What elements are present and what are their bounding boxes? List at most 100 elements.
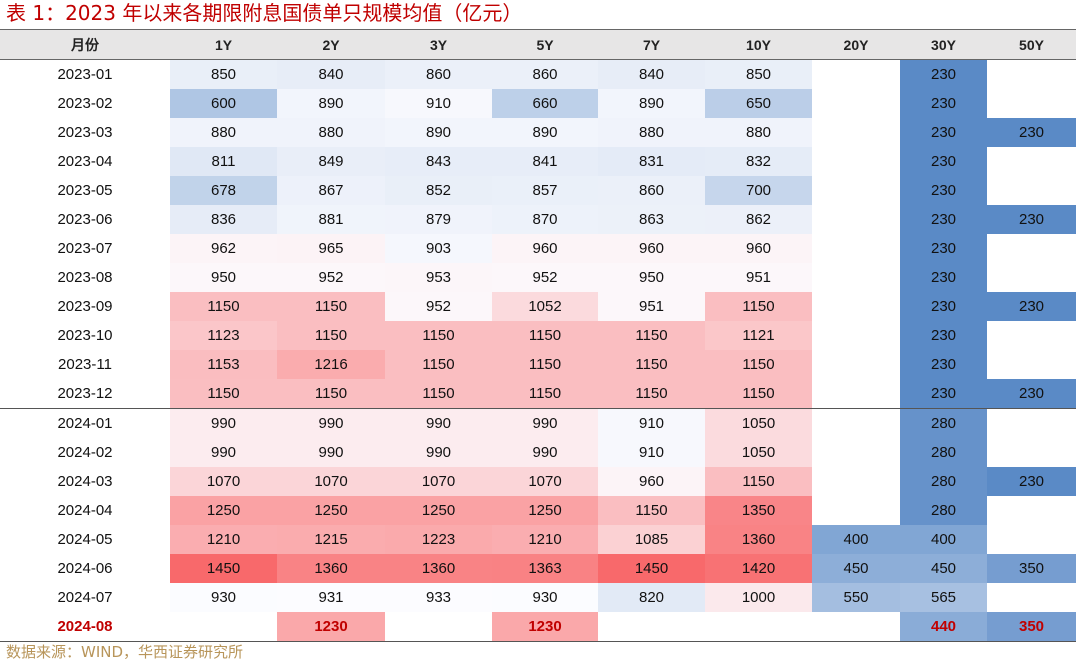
value-cell-10Y: 1350 — [705, 496, 812, 525]
table-row: 2023-12 1150 1150 1150 1150 1150 1150 230 230 — [0, 379, 1076, 409]
value-cell-30Y: 440 — [900, 612, 987, 642]
value-cell-10Y: 1420 — [705, 554, 812, 583]
value-cell-3Y: 890 — [385, 118, 492, 147]
value-cell-5Y: 1230 — [492, 612, 598, 642]
value-cell-30Y: 450 — [900, 554, 987, 583]
table-row: 2023-07 962 965 903 960 960 960 230 — [0, 234, 1076, 263]
value-cell-3Y: 910 — [385, 89, 492, 118]
value-cell-1Y: 1153 — [170, 350, 277, 379]
month-cell: 2023-12 — [57, 385, 113, 402]
table-row: 2023-06 836 881 879 870 863 862 230 230 — [0, 205, 1076, 234]
value-cell-50Y: 230 — [987, 205, 1076, 234]
value-cell-30Y: 565 — [900, 583, 987, 612]
value-cell-50Y — [987, 176, 1076, 205]
value-cell-2Y: 1216 — [277, 350, 385, 379]
value-cell-3Y: 1150 — [385, 379, 492, 409]
value-cell-1Y: 600 — [170, 89, 277, 118]
month-cell: 2023-10 — [57, 327, 113, 344]
value-cell-10Y: 862 — [705, 205, 812, 234]
source-note: 数据来源：WIND，华西证券研究所 — [6, 643, 244, 661]
value-cell-30Y: 230 — [900, 234, 987, 263]
value-cell-20Y: 450 — [812, 554, 900, 583]
value-cell-1Y: 1150 — [170, 292, 277, 321]
table-row: 2024-02 990 990 990 990 910 1050 280 — [0, 438, 1076, 467]
value-cell-1Y: 678 — [170, 176, 277, 205]
value-cell-1Y: 930 — [170, 583, 277, 612]
header-5Y: 5Y — [492, 29, 598, 60]
month-cell: 2023-08 — [57, 269, 113, 286]
value-cell-50Y — [987, 60, 1076, 90]
value-cell-1Y: 1070 — [170, 467, 277, 496]
value-cell-2Y: 1070 — [277, 467, 385, 496]
month-cell: 2023-03 — [57, 124, 113, 141]
table-row: 2023-10 1123 1150 1150 1150 1150 1121 230 — [0, 321, 1076, 350]
value-cell-30Y: 230 — [900, 205, 987, 234]
value-cell-2Y: 1230 — [277, 612, 385, 642]
month-cell: 2023-02 — [57, 95, 113, 112]
month-cell: 2023-11 — [58, 356, 112, 373]
month-cell: 2024-08 — [0, 612, 170, 642]
heatmap-table: 月份 1Y 2Y 3Y 5Y 7Y 10Y 20Y 30Y 50Y 2023-01 850 840 86… — [0, 29, 1076, 642]
value-cell-7Y: 960 — [598, 234, 705, 263]
table-row: 2024-08 1230 1230 440 350 — [0, 612, 1076, 642]
value-cell-7Y: 950 — [598, 263, 705, 292]
value-cell-3Y: 1250 — [385, 496, 492, 525]
value-cell-7Y — [598, 612, 705, 642]
value-cell-5Y: 1150 — [492, 350, 598, 379]
value-cell-7Y: 1085 — [598, 525, 705, 554]
table-row: 2023-03 880 880 890 890 880 880 230 230 — [0, 118, 1076, 147]
header-1Y: 1Y — [170, 29, 277, 60]
value-cell-2Y: 1150 — [277, 379, 385, 409]
value-cell-3Y: 1070 — [385, 467, 492, 496]
value-cell-20Y — [812, 496, 900, 525]
value-cell-1Y: 990 — [170, 438, 277, 467]
value-cell-2Y: 840 — [277, 59, 385, 89]
value-cell-20Y — [812, 118, 900, 147]
value-cell-50Y — [987, 350, 1076, 379]
value-cell-7Y: 951 — [598, 292, 705, 321]
month-cell: 2024-06 — [57, 560, 113, 577]
value-cell-20Y — [812, 263, 900, 292]
month-cell: 2023-05 — [57, 182, 113, 199]
value-cell-1Y: 1210 — [170, 525, 277, 554]
value-cell-30Y: 230 — [900, 263, 987, 292]
value-cell-3Y: 879 — [385, 205, 492, 234]
value-cell-30Y: 280 — [900, 408, 987, 438]
value-cell-7Y: 1450 — [598, 554, 705, 583]
month-cell: 2023-07 — [57, 240, 113, 257]
value-cell-50Y: 230 — [987, 379, 1076, 409]
table-row: 2023-05 678 867 852 857 860 700 230 — [0, 176, 1076, 205]
value-cell-30Y: 280 — [900, 438, 987, 467]
value-cell-30Y: 230 — [900, 379, 987, 409]
value-cell-5Y: 857 — [492, 176, 598, 205]
value-cell-2Y: 952 — [277, 263, 385, 292]
month-cell: 2024-02 — [57, 444, 113, 461]
value-cell-50Y — [987, 321, 1076, 350]
value-cell-7Y: 863 — [598, 205, 705, 234]
value-cell-2Y: 1150 — [277, 321, 385, 350]
value-cell-30Y: 280 — [900, 496, 987, 525]
table-row: 2024-03 1070 1070 1070 1070 960 1150 280 230 — [0, 467, 1076, 496]
value-cell-7Y: 831 — [598, 147, 705, 176]
value-cell-30Y: 230 — [900, 176, 987, 205]
value-cell-50Y — [987, 408, 1076, 438]
value-cell-2Y: 1360 — [277, 554, 385, 583]
value-cell-10Y: 700 — [705, 176, 812, 205]
value-cell-50Y: 230 — [987, 118, 1076, 147]
value-cell-7Y: 910 — [598, 408, 705, 438]
header-7Y: 7Y — [598, 29, 705, 60]
table-row: 2023-08 950 952 953 952 950 951 230 — [0, 263, 1076, 292]
value-cell-5Y: 1250 — [492, 496, 598, 525]
table-row: 2023-11 1153 1216 1150 1150 1150 1150 230 — [0, 350, 1076, 379]
value-cell-30Y: 280 — [900, 467, 987, 496]
table-row: 2023-04 811 849 843 841 831 832 230 — [0, 147, 1076, 176]
value-cell-3Y: 860 — [385, 59, 492, 89]
header-30Y: 30Y — [900, 29, 987, 60]
value-cell-20Y — [812, 89, 900, 118]
value-cell-10Y: 1150 — [705, 467, 812, 496]
value-cell-30Y: 230 — [900, 118, 987, 147]
value-cell-3Y: 933 — [385, 583, 492, 612]
value-cell-50Y: 230 — [987, 292, 1076, 321]
table-title: 表 1：2023 年以来各期限附息国债单只规模均值（亿元） — [6, 1, 523, 25]
value-cell-30Y: 230 — [900, 89, 987, 118]
